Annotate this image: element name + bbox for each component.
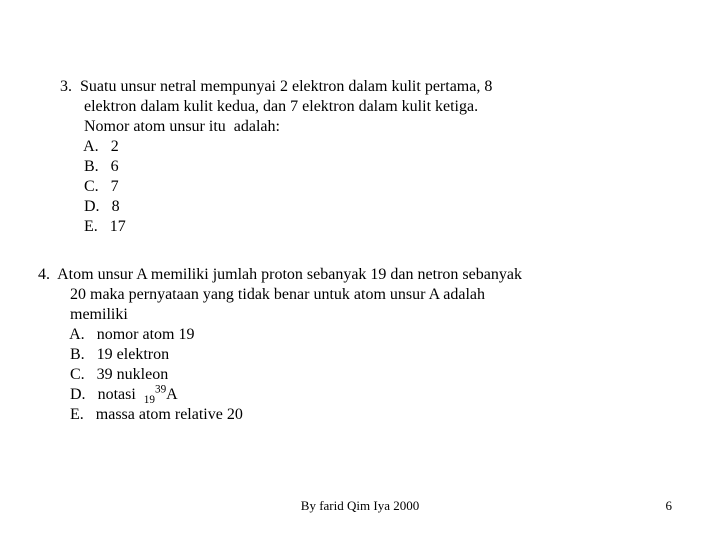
q4-option-b: B. 19 elektron [38, 345, 678, 365]
q3-opt-b-text: 6 [111, 158, 119, 175]
q3-opt-e-label: E. [84, 218, 98, 235]
q3-opt-d-label: D. [84, 198, 100, 215]
q3-option-d: D. 8 [60, 197, 660, 217]
q4-opt-d-sup: 39 [155, 384, 166, 396]
q3-opt-a-label: A. [83, 138, 99, 155]
q3-text-3: Nomor atom unsur itu adalah: [84, 118, 280, 135]
q3-line-3: Nomor atom unsur itu adalah: [60, 117, 660, 137]
q4-opt-c-label: C. [70, 366, 85, 383]
question-4: 4. Atom unsur A memiliki jumlah proton s… [38, 265, 678, 425]
q4-option-d: D. notasi 1939A [38, 385, 678, 405]
q4-opt-a-text: nomor atom 19 [97, 326, 195, 343]
q3-opt-d-text: 8 [112, 198, 120, 215]
q3-opt-e-text: 17 [110, 218, 126, 235]
question-3: 3. Suatu unsur netral mempunyai 2 elektr… [60, 77, 660, 237]
q4-opt-e-label: E. [70, 406, 84, 423]
footer-author: By farid Qim Iya 2000 [301, 498, 419, 514]
q4-line-2: 20 maka pernyataan yang tidak benar untu… [38, 285, 678, 305]
q3-opt-a-text: 2 [111, 138, 119, 155]
q4-option-c: C. 39 nukleon [38, 365, 678, 385]
q4-option-a: A. nomor atom 19 [38, 325, 678, 345]
q3-opt-c-text: 7 [111, 178, 119, 195]
q3-line-2: elektron dalam kulit kedua, dan 7 elektr… [60, 97, 660, 117]
q3-opt-c-label: C. [84, 178, 99, 195]
q3-text-2: elektron dalam kulit kedua, dan 7 elektr… [84, 98, 478, 115]
q4-opt-b-text: 19 elektron [97, 346, 169, 363]
q3-option-b: B. 6 [60, 157, 660, 177]
q3-option-e: E. 17 [60, 217, 660, 237]
q4-opt-c-text: 39 nukleon [97, 366, 169, 383]
q4-number: 4. [38, 266, 50, 283]
q3-line-1: 3. Suatu unsur netral mempunyai 2 elektr… [60, 77, 660, 97]
q4-opt-d-label: D. [70, 386, 86, 403]
q4-opt-e-text: massa atom relative 20 [96, 406, 243, 423]
page: 3. Suatu unsur netral mempunyai 2 elektr… [0, 0, 720, 540]
q4-opt-d-text-pre: notasi [98, 386, 144, 403]
q3-text-1: Suatu unsur netral mempunyai 2 elektron … [80, 78, 492, 95]
q4-line-3: memiliki [38, 305, 678, 325]
q4-opt-a-label: A. [69, 326, 85, 343]
footer-page-number: 6 [666, 498, 673, 514]
q4-text-2: 20 maka pernyataan yang tidak benar untu… [70, 286, 485, 303]
q3-option-c: C. 7 [60, 177, 660, 197]
q4-option-e: E. massa atom relative 20 [38, 405, 678, 425]
q4-text-1: Atom unsur A memiliki jumlah proton seba… [57, 266, 522, 283]
q3-number: 3. [60, 78, 72, 95]
q4-line-1: 4. Atom unsur A memiliki jumlah proton s… [38, 265, 678, 285]
q4-text-3: memiliki [70, 306, 128, 323]
q3-opt-b-label: B. [84, 158, 99, 175]
q3-option-a: A. 2 [60, 137, 660, 157]
q4-opt-d-text-post: A [166, 386, 178, 403]
q4-opt-b-label: B. [70, 346, 85, 363]
